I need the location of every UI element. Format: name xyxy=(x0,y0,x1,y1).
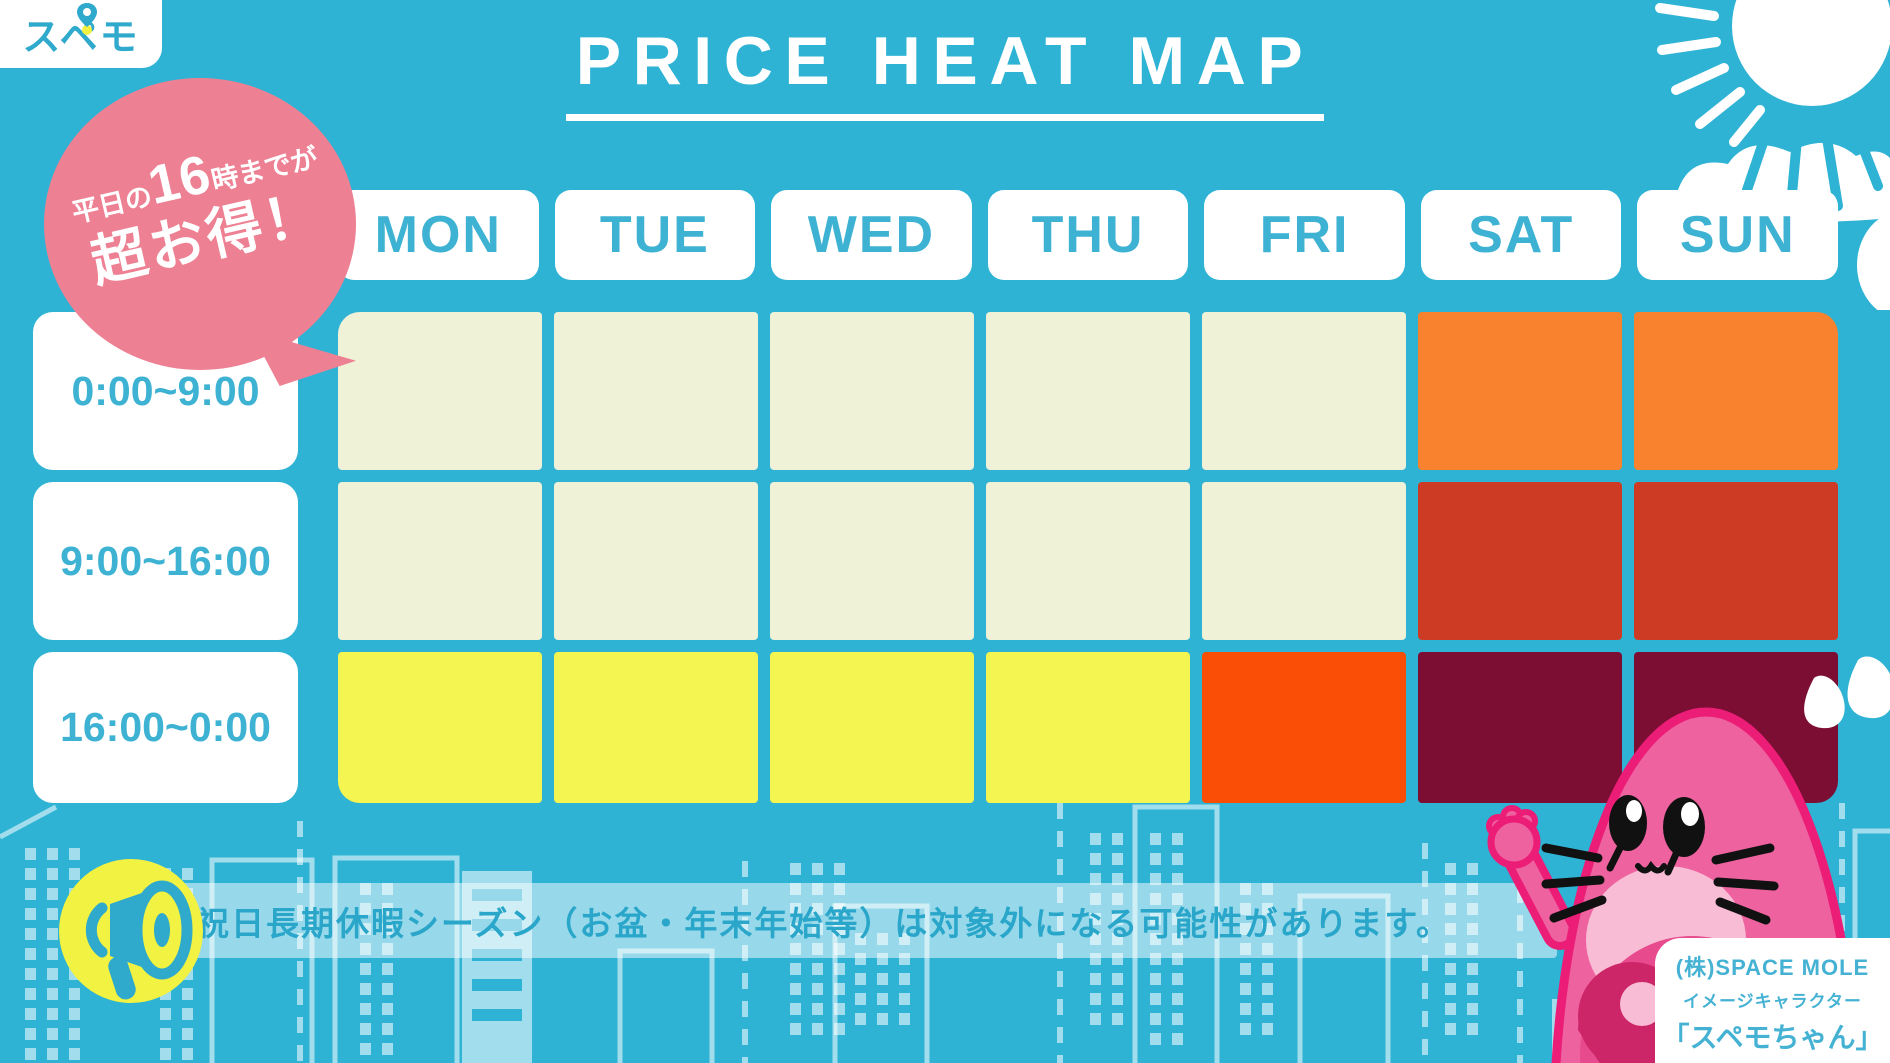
cell-mon-9:00~16:00 xyxy=(338,482,542,640)
megaphone-icon xyxy=(59,859,203,1003)
day-header-sun: SUN xyxy=(1637,190,1839,280)
promo-bubble: 平日の16時までが 超お得！ xyxy=(44,78,356,386)
time-label-0: 0:00~9:00 xyxy=(33,312,298,470)
credit-role: イメージキャラクター xyxy=(1683,992,1862,1011)
time-label-1: 9:00~16:00 xyxy=(33,482,298,640)
day-header-sat: SAT xyxy=(1420,190,1622,280)
credit-name: 「スペモちゃん」 xyxy=(1661,1022,1884,1053)
time-label-2: 16:00~0:00 xyxy=(33,652,298,803)
cell-sun-0:00~9:00 xyxy=(1634,312,1838,470)
cell-mon-0:00~9:00 xyxy=(338,312,542,470)
map-pin-icon xyxy=(77,3,97,35)
cell-sat-9:00~16:00 xyxy=(1418,482,1622,640)
notice-band xyxy=(175,883,1557,958)
mole-whiskers xyxy=(1541,843,1779,925)
cell-fri-0:00~9:00 xyxy=(1202,312,1406,470)
cell-wed-16:00~0:00 xyxy=(770,652,974,803)
cell-fri-16:00~0:00 xyxy=(1202,652,1406,803)
day-header-wed: WED xyxy=(771,190,972,280)
cell-sat-0:00~9:00 xyxy=(1418,312,1622,470)
mole-fist xyxy=(1486,805,1541,869)
cell-wed-0:00~9:00 xyxy=(770,312,974,470)
cell-tue-0:00~9:00 xyxy=(554,312,758,470)
day-header-thu: THU xyxy=(987,190,1189,280)
character-credit-box: (株)SPACE MOLE イメージキャラクター 「スペモちゃん」 xyxy=(1655,938,1890,1063)
cell-fri-9:00~16:00 xyxy=(1202,482,1406,640)
cell-tue-9:00~16:00 xyxy=(554,482,758,640)
logo-text: スペモ xyxy=(22,17,140,59)
cell-thu-0:00~9:00 xyxy=(986,312,1190,470)
promo-bubble-shape xyxy=(44,78,356,370)
notice-text: 祝日長期休暇シーズン（お盆・年末年始等）は対象外になる可能性があります。 xyxy=(196,904,1452,942)
cell-tue-16:00~0:00 xyxy=(554,652,758,803)
logo-supemo: スペモ xyxy=(0,0,162,68)
cell-sun-9:00~16:00 xyxy=(1634,482,1838,640)
cell-sat-16:00~0:00 xyxy=(1418,652,1622,803)
page-title: PRICE HEAT MAP xyxy=(0,22,1890,121)
day-header-row: MON TUE WED THU FRI SAT SUN xyxy=(338,190,1839,280)
day-header-tue: TUE xyxy=(554,190,756,280)
day-header-mon: MON xyxy=(338,190,539,280)
heatmap-grid xyxy=(338,312,1838,803)
cell-thu-16:00~0:00 xyxy=(986,652,1190,803)
day-header-fri: FRI xyxy=(1204,190,1405,280)
sweat-drop-icon xyxy=(1804,656,1890,729)
cell-mon-16:00~0:00 xyxy=(338,652,542,803)
mole-eyes xyxy=(1606,795,1705,876)
cell-thu-9:00~16:00 xyxy=(986,482,1190,640)
cell-wed-9:00~16:00 xyxy=(770,482,974,640)
credit-company: (株)SPACE MOLE xyxy=(1675,955,1870,980)
